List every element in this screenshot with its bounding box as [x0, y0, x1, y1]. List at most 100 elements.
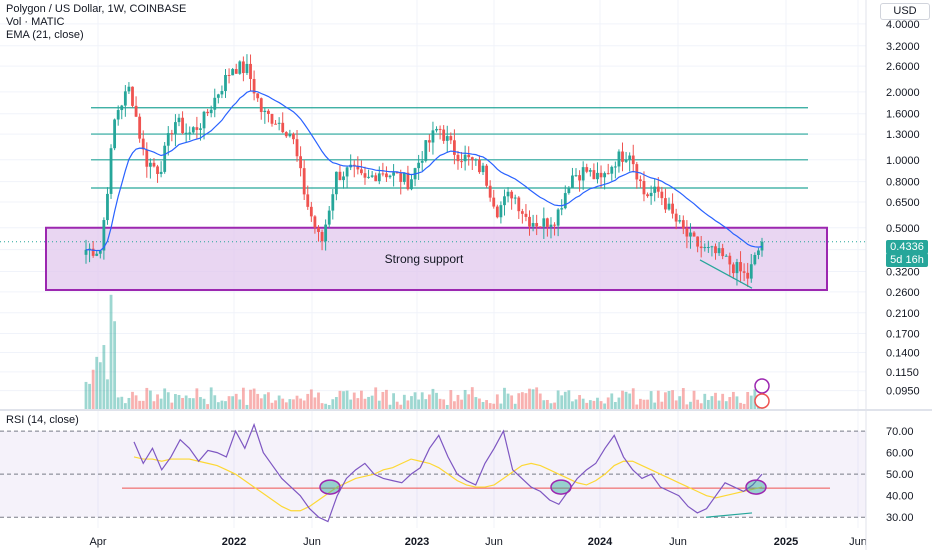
volume-bar — [141, 400, 145, 409]
candle-body — [106, 193, 109, 221]
price-tick-label: 0.6500 — [886, 197, 920, 209]
volume-bar — [370, 395, 374, 409]
volume-bar — [689, 401, 692, 409]
candle-body — [213, 97, 217, 110]
volume-bar — [345, 390, 349, 409]
volume-bar — [281, 398, 285, 409]
candle-body — [302, 168, 306, 195]
volume-bar — [195, 388, 199, 409]
candle-body — [163, 145, 167, 172]
candle-body — [399, 173, 403, 182]
candle-body — [513, 197, 517, 199]
x-tick-label: 2024 — [588, 536, 613, 548]
rsi-line — [133, 422, 763, 523]
volume-bar — [506, 393, 510, 409]
volume-bar — [585, 402, 589, 409]
volume-bar — [699, 403, 703, 409]
ema-legend: EMA (21, close) — [6, 29, 84, 41]
candle-body — [338, 171, 342, 181]
candle-body — [342, 176, 345, 181]
candle-body — [284, 132, 288, 137]
volume-bar — [288, 399, 292, 409]
x-tick-label: Jun — [849, 536, 867, 548]
candle-body — [216, 94, 220, 98]
candle-body — [706, 246, 710, 248]
candle-body — [374, 175, 378, 182]
candle-body — [621, 151, 624, 162]
candle-body — [578, 175, 581, 181]
candle-body — [517, 197, 521, 212]
candle-body — [685, 228, 689, 237]
candle-body — [606, 173, 610, 175]
volume-bar — [467, 394, 471, 409]
volume-bar — [510, 395, 514, 409]
volume-bar — [470, 387, 474, 409]
candle-body — [481, 165, 485, 173]
volume-bar — [721, 393, 725, 409]
candle-body — [388, 175, 392, 178]
candle-body — [277, 122, 281, 124]
volume-bar — [277, 395, 281, 409]
volume-bar — [553, 402, 556, 409]
volume-bar — [628, 393, 632, 409]
candle-body — [199, 128, 202, 130]
volume-bar — [213, 395, 217, 409]
candle-body — [571, 175, 574, 188]
volume-bar — [567, 390, 571, 409]
candle-body — [102, 220, 106, 251]
volume-bar — [531, 389, 535, 409]
volume-bar — [706, 399, 710, 409]
candle-body — [159, 171, 163, 174]
volume-bar — [320, 403, 324, 409]
ema-line — [85, 90, 763, 252]
candle-body — [653, 186, 657, 193]
volume-bar — [163, 388, 167, 409]
candle-body — [427, 140, 431, 143]
candle-body — [460, 161, 463, 163]
candle-body — [95, 253, 99, 256]
volume-bar — [227, 396, 231, 409]
candle-body — [134, 105, 138, 117]
volume-bar — [309, 389, 313, 409]
volume-bar — [478, 398, 481, 409]
volume-bar — [563, 391, 567, 409]
volume-bar — [660, 401, 664, 409]
candle-body — [453, 140, 456, 155]
candle-body — [299, 156, 303, 169]
candle-body — [696, 236, 700, 247]
volume-bar — [88, 383, 91, 409]
rsi-ma-line — [133, 456, 763, 512]
candle-body — [206, 111, 210, 114]
pane-separator[interactable] — [0, 409, 932, 411]
candle-body — [660, 191, 664, 199]
currency-selector[interactable]: USD — [880, 3, 930, 20]
volume-bar — [524, 393, 528, 409]
price-tick-label: 0.5000 — [886, 223, 920, 235]
candle-body — [717, 248, 721, 254]
volume-bar — [731, 391, 735, 409]
price-tick-label: 0.8000 — [886, 177, 920, 189]
candle-body — [224, 74, 227, 92]
candle-body — [367, 176, 370, 178]
support-zone-label: Strong support — [385, 252, 464, 266]
candle-body — [549, 224, 553, 227]
candle-body — [252, 78, 256, 94]
candle-body — [503, 196, 506, 206]
candle-body — [141, 138, 145, 150]
candle-body — [560, 208, 564, 210]
volume-bar — [209, 387, 213, 409]
price-tick-label: 0.1700 — [886, 329, 920, 341]
volume-bar — [402, 394, 406, 409]
volume-bar — [109, 294, 113, 409]
volume-bar — [549, 403, 553, 409]
volume-bar — [399, 404, 403, 409]
volume-bar — [445, 404, 449, 409]
rsi-divergence-line — [705, 512, 753, 518]
volume-bar — [334, 397, 338, 409]
volume-bar — [302, 400, 306, 409]
volume-bar — [603, 403, 607, 409]
volume-bar — [606, 397, 610, 409]
volume-bar — [84, 381, 88, 409]
volume-bar — [517, 393, 521, 409]
